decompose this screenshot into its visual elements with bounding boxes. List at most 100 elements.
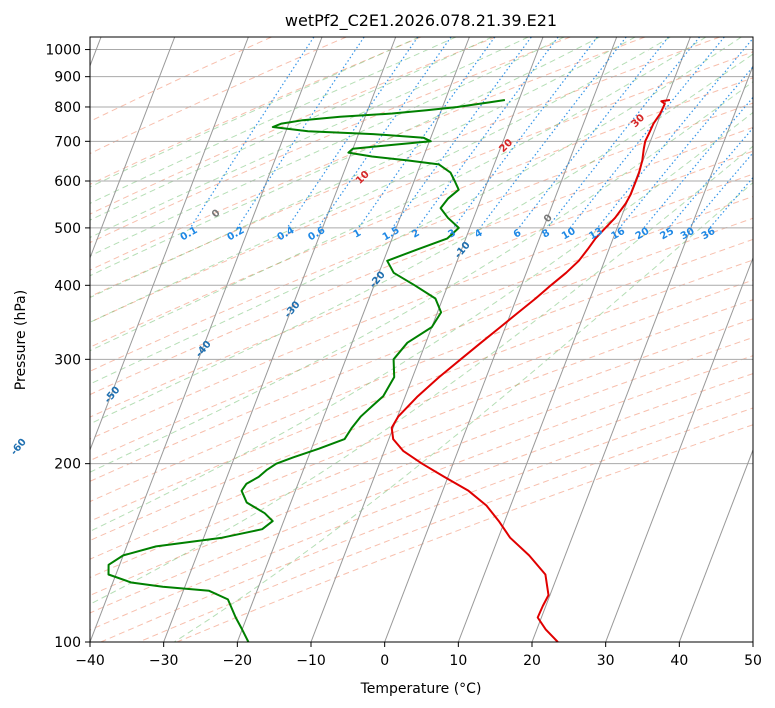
- mixing-ratio-label: 4: [473, 228, 485, 241]
- dry-adiabat-label: 30: [630, 112, 648, 130]
- isotherm-line: [90, 37, 176, 260]
- isotherm-line: [384, 37, 618, 642]
- dry-adiabat-line: [90, 37, 347, 155]
- mixing-ratio-line: [189, 37, 315, 229]
- mixing-ratio-line: [286, 37, 419, 229]
- plot-frame: [89, 36, 754, 643]
- dry-adiabat-line: [90, 336, 753, 596]
- mixing-ratio-label: 8: [540, 228, 552, 241]
- mixing-ratio-line: [236, 37, 365, 229]
- isotherm-line: [90, 37, 249, 452]
- mixing-ratio-line: [317, 37, 452, 229]
- moist-adiabat-line: [90, 81, 753, 473]
- dry-adiabat-line: [90, 102, 753, 372]
- dry-adiabat-line: [90, 37, 272, 122]
- x-tick-label: −10: [296, 653, 326, 669]
- dry-adiabat-line: [90, 355, 753, 614]
- moist-adiabat-line: [90, 53, 753, 425]
- x-tick-label: 0: [380, 653, 389, 669]
- mixing-ratio-line: [546, 37, 701, 229]
- mixing-ratio-line: [643, 96, 753, 229]
- chart-title: wetPf2_C2E1.2026.078.21.39.E21: [285, 11, 557, 31]
- moist-adiabat-line: [90, 37, 420, 188]
- temperature-profile-line: [390, 99, 671, 642]
- x-tick-label: −20: [223, 653, 253, 669]
- y-axis-ticks: 100 200 300 400 500 600 700 800 900 1000: [45, 43, 90, 651]
- mixing-ratio-line: [518, 37, 669, 229]
- y-tick-label: 500: [54, 221, 81, 237]
- mixing-ratio-label: 1: [352, 228, 364, 241]
- y-axis-title: Pressure (hPa): [13, 290, 29, 390]
- mixing-ratio-line: [358, 37, 496, 229]
- dry-adiabat-line: [90, 259, 753, 522]
- background-lines: [90, 37, 753, 642]
- dry-adiabat-line: [90, 37, 496, 215]
- x-tick-label: −30: [149, 653, 179, 669]
- dry-adiabat-line: [90, 217, 753, 482]
- isotherm-label: 0: [542, 213, 555, 225]
- dry-adiabat-line: [90, 37, 422, 185]
- dry-adiabat-line: [90, 195, 753, 462]
- y-tick-label: 400: [54, 278, 81, 294]
- dry-adiabat-line: [90, 279, 753, 542]
- dewpoint-profile-line: [107, 99, 506, 642]
- moist-adiabat-line: [90, 37, 493, 221]
- y-tick-label: 700: [54, 134, 81, 150]
- mixing-ratio-line: [619, 65, 753, 229]
- mixing-ratio-line: [709, 176, 753, 229]
- line-labels: 0.10.20.40.611.52346810131620253036-100-…: [9, 112, 717, 458]
- x-tick-label: 50: [744, 653, 762, 669]
- dry-adiabat-line: [90, 77, 753, 348]
- moist-adiabat-line: [90, 145, 753, 605]
- x-tick-label: 10: [449, 653, 467, 669]
- isotherm-label: -40: [194, 339, 214, 360]
- y-tick-label: 300: [54, 352, 81, 368]
- moist-adiabat-line: [90, 37, 529, 239]
- isotherm-line: [678, 448, 753, 642]
- isotherm-label: -20: [368, 269, 388, 290]
- dry-adiabat-line: [90, 238, 753, 503]
- mixing-ratio-line: [668, 127, 753, 229]
- moist-adiabat-line: [90, 37, 636, 299]
- dry-adiabat-line: [90, 318, 753, 579]
- moist-adiabat-line: [90, 37, 600, 277]
- dry-adiabat-line: [90, 51, 753, 323]
- dry-adiabat-label: 20: [498, 137, 516, 155]
- moist-adiabat-line: [90, 37, 457, 204]
- mixing-ratio-line: [391, 37, 532, 229]
- isotherm-line: [236, 37, 470, 642]
- y-tick-label: 900: [54, 70, 81, 86]
- x-tick-label: 30: [597, 653, 615, 669]
- isotherm-line: [531, 64, 753, 642]
- x-tick-label: 40: [670, 653, 688, 669]
- y-tick-label: 200: [54, 457, 81, 473]
- mixing-ratio-line: [569, 37, 725, 229]
- y-tick-label: 600: [54, 174, 81, 190]
- y-tick-label: 800: [54, 100, 81, 116]
- mixing-ratio-label: 6: [512, 228, 524, 241]
- y-tick-label: 100: [54, 635, 81, 651]
- moist-adiabat-line: [90, 37, 671, 323]
- isotherm-label: -50: [103, 385, 123, 406]
- dry-adiabat-line: [90, 126, 753, 396]
- mixing-ratio-line: [416, 37, 559, 229]
- dry-adiabat-line: [100, 390, 753, 642]
- dry-adiabat-line: [90, 373, 753, 631]
- moist-adiabat-line: [90, 37, 565, 257]
- dry-adiabat-line: [90, 37, 571, 244]
- isotherm-line: [605, 256, 753, 642]
- data-series: [107, 99, 671, 642]
- dry-adiabat-line: [90, 299, 753, 560]
- moist-adiabat-line: [173, 181, 753, 642]
- x-tick-label: 20: [523, 653, 541, 669]
- x-tick-label: −40: [75, 653, 105, 669]
- dry-adiabat-line: [90, 37, 720, 298]
- mixing-ratio-line: [452, 37, 598, 229]
- dry-adiabat-line: [90, 173, 753, 440]
- isotherm-line: [310, 37, 544, 642]
- isotherm-label: -60: [9, 437, 29, 458]
- moist-adiabat-line: [90, 111, 753, 532]
- mixing-ratio-label: 2: [410, 228, 422, 241]
- isotherm-line: [752, 640, 753, 642]
